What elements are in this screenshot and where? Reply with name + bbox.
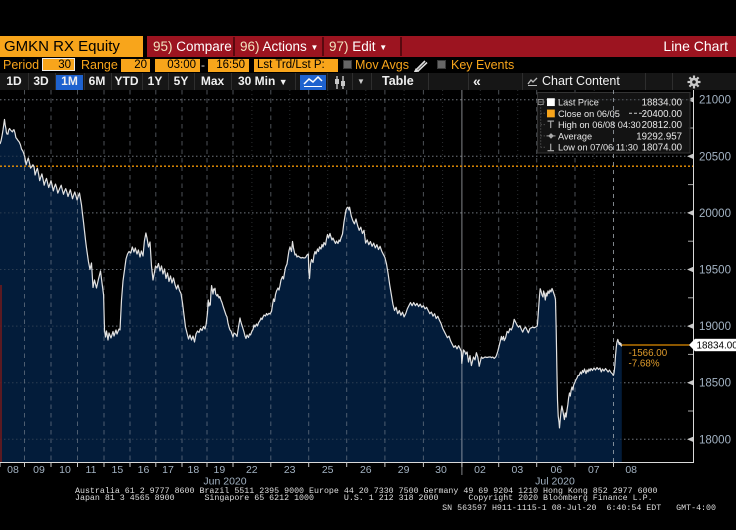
svg-text:Low on 07/06 11:30: Low on 07/06 11:30 bbox=[558, 143, 638, 153]
svg-text:19292.957: 19292.957 bbox=[636, 131, 682, 142]
svg-text:10: 10 bbox=[59, 464, 71, 476]
svg-text:29: 29 bbox=[398, 464, 410, 476]
svg-text:-7.68%: -7.68% bbox=[629, 359, 660, 370]
svg-text:20812.00: 20812.00 bbox=[642, 120, 683, 131]
svg-text:Last Price: Last Price bbox=[558, 98, 599, 108]
svg-text:18074.00: 18074.00 bbox=[642, 143, 683, 154]
svg-text:07: 07 bbox=[588, 464, 600, 476]
svg-text:18: 18 bbox=[188, 464, 200, 476]
svg-text:08: 08 bbox=[7, 464, 19, 476]
svg-text:11: 11 bbox=[86, 464, 97, 476]
svg-text:22: 22 bbox=[246, 464, 258, 476]
svg-text:06: 06 bbox=[551, 464, 563, 476]
svg-text:Jul 2020: Jul 2020 bbox=[535, 476, 575, 488]
svg-text:18834.00: 18834.00 bbox=[642, 98, 683, 109]
svg-text:02: 02 bbox=[474, 464, 486, 476]
svg-text:Close on 06/05: Close on 06/05 bbox=[558, 109, 620, 119]
svg-text:-1566.00: -1566.00 bbox=[629, 348, 668, 359]
svg-text:Average: Average bbox=[558, 131, 592, 141]
svg-text:19500: 19500 bbox=[699, 265, 731, 277]
svg-text:26: 26 bbox=[360, 464, 372, 476]
svg-text:16: 16 bbox=[138, 464, 150, 476]
svg-text:High on 06/08 04:30: High on 06/08 04:30 bbox=[558, 120, 641, 130]
svg-text:17: 17 bbox=[162, 464, 174, 476]
svg-text:18000: 18000 bbox=[699, 434, 731, 446]
svg-text:23: 23 bbox=[284, 464, 296, 476]
svg-text:08: 08 bbox=[625, 464, 637, 476]
svg-text:03: 03 bbox=[512, 464, 524, 476]
svg-text:15: 15 bbox=[112, 464, 124, 476]
svg-text:19000: 19000 bbox=[699, 321, 731, 333]
svg-text:19: 19 bbox=[214, 464, 226, 476]
svg-text:18500: 18500 bbox=[699, 378, 731, 390]
svg-text:18834.00: 18834.00 bbox=[697, 341, 736, 352]
svg-text:Jun 2020: Jun 2020 bbox=[203, 476, 246, 488]
svg-text:21000: 21000 bbox=[699, 95, 731, 107]
svg-text:09: 09 bbox=[33, 464, 45, 476]
svg-text:30: 30 bbox=[435, 464, 447, 476]
svg-text:20000: 20000 bbox=[699, 208, 731, 220]
svg-text:25: 25 bbox=[322, 464, 334, 476]
svg-text:20500: 20500 bbox=[699, 151, 731, 163]
svg-text:20400.00: 20400.00 bbox=[642, 109, 683, 120]
